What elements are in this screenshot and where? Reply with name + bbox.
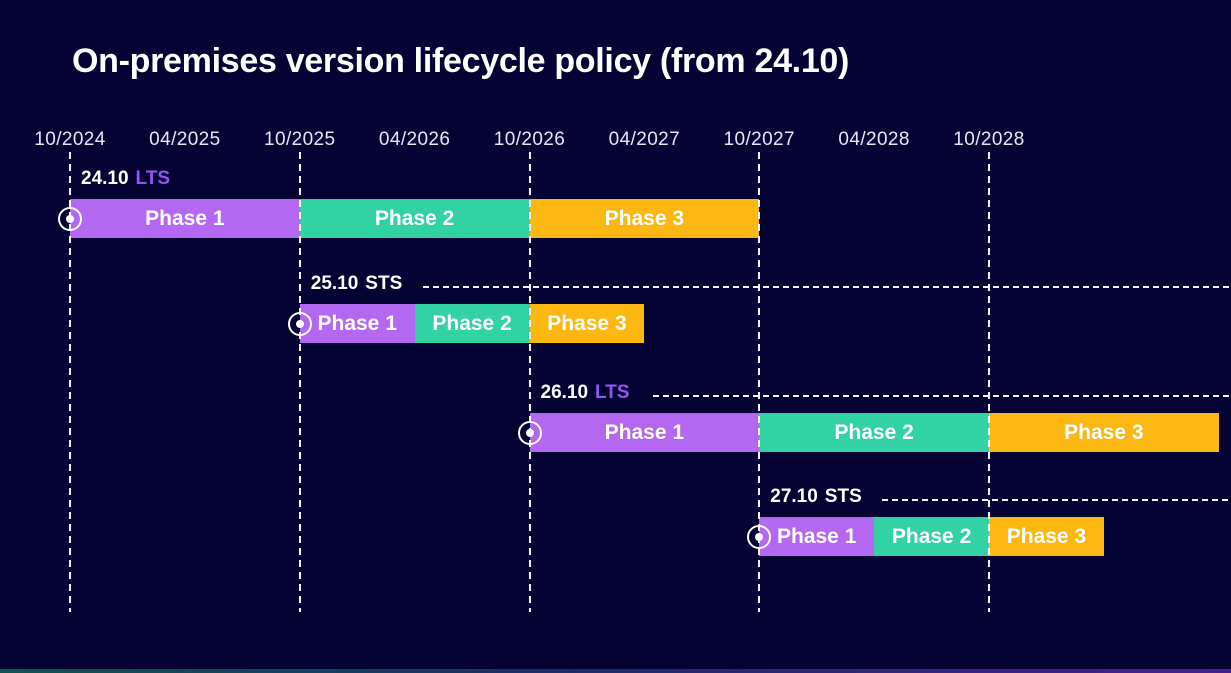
axis-tick-label: 10/2024: [34, 129, 106, 150]
axis-tick-label: 10/2027: [723, 129, 795, 150]
phase-bar-label: Phase 2: [834, 420, 914, 444]
phase-bar: Phase 1: [299, 304, 415, 343]
phase-bar: Phase 1: [70, 199, 300, 238]
row-label: 27.10 STS: [770, 486, 862, 508]
release-marker-dot: [295, 319, 304, 328]
axis-tick-label: 04/2027: [608, 129, 681, 150]
version-label: 27.10: [770, 486, 818, 507]
version-label: 26.10: [540, 382, 589, 403]
gridline-vertical: [298, 152, 301, 612]
phase-bar-label: Phase 3: [604, 206, 685, 230]
axis-tick-label: 10/2025: [264, 129, 336, 150]
row-dashed-line: [652, 395, 1231, 397]
footer-gradient-bar: [0, 669, 1231, 673]
phase-bar-label: Phase 3: [1064, 420, 1144, 444]
axis-tick-label: 10/2028: [953, 129, 1025, 150]
channel-label: STS: [365, 273, 403, 294]
phase-bar: Phase 3: [529, 199, 760, 238]
phase-bar-label: Phase 1: [317, 311, 397, 335]
release-marker-dot: [755, 532, 764, 541]
row-label: 25.10 STS: [311, 273, 403, 295]
axis-tick-label: 04/2028: [838, 129, 910, 150]
version-label: 24.10: [81, 168, 129, 189]
row-dashed-line: [422, 286, 1231, 288]
phase-bar: Phase 3: [529, 304, 645, 343]
phase-bar: Phase 1: [529, 413, 760, 452]
row-label: 24.10 LTS: [81, 168, 170, 190]
gridline-vertical: [758, 152, 761, 612]
channel-label: LTS: [135, 168, 171, 189]
phase-bar-label: Phase 2: [891, 524, 972, 548]
release-marker-dot: [525, 428, 534, 437]
phase-bar-label: Phase 2: [432, 311, 512, 335]
gridline-vertical: [988, 152, 990, 612]
phase-bar-label: Phase 3: [547, 311, 627, 335]
phase-bar-label: Phase 1: [604, 420, 685, 444]
phase-bar: Phase 3: [989, 517, 1104, 556]
release-marker-icon: [287, 311, 312, 336]
phase-bar-label: Phase 3: [1006, 524, 1087, 548]
release-marker-icon: [747, 524, 772, 549]
row-dashed-line: [882, 499, 1231, 501]
phase-bar-label: Phase 2: [374, 206, 455, 230]
page-title: On-premises version lifecycle policy (fr…: [72, 42, 850, 80]
release-marker-icon: [517, 420, 542, 445]
release-marker-icon: [58, 206, 82, 231]
gridline-vertical: [69, 152, 71, 612]
axis-tick-label: 04/2025: [149, 129, 221, 150]
phase-bar: Phase 3: [989, 413, 1219, 452]
axis-tick-label: 10/2026: [493, 129, 566, 150]
phase-bar: Phase 2: [759, 413, 989, 452]
phase-bar: Phase 2: [299, 199, 530, 238]
gridline-vertical: [528, 152, 531, 612]
channel-label: STS: [824, 486, 862, 507]
row-label: 26.10 LTS: [541, 382, 630, 404]
phase-bar-label: Phase 1: [776, 524, 857, 548]
phase-bar: Phase 2: [874, 517, 989, 556]
version-label: 25.10: [310, 273, 359, 294]
channel-label: LTS: [595, 382, 630, 403]
release-marker-dot: [66, 214, 74, 223]
phase-bar: Phase 1: [759, 517, 875, 556]
axis-tick-label: 04/2026: [378, 129, 451, 150]
phase-bar-label: Phase 1: [145, 206, 225, 230]
phase-bar: Phase 2: [414, 304, 530, 343]
